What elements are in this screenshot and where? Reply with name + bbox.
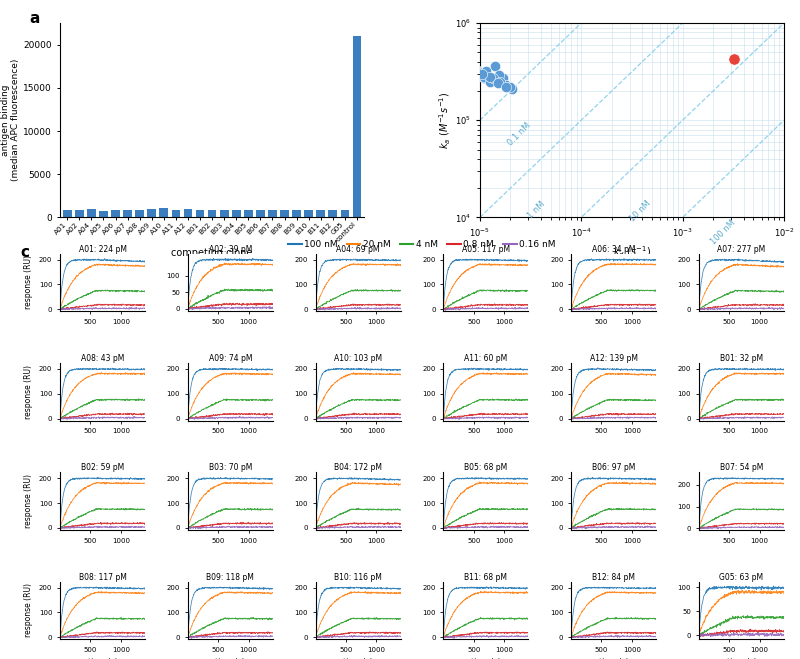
Bar bbox=[111, 210, 120, 217]
Bar bbox=[268, 210, 277, 217]
Point bbox=[478, 72, 490, 82]
Point bbox=[478, 73, 490, 84]
Title: A10: 103 pM: A10: 103 pM bbox=[334, 354, 382, 363]
Text: 0.1 nM: 0.1 nM bbox=[506, 121, 532, 148]
Point bbox=[491, 78, 504, 88]
Bar bbox=[316, 210, 325, 217]
Point bbox=[470, 65, 482, 75]
Bar bbox=[135, 210, 144, 217]
Bar bbox=[341, 210, 350, 217]
Point bbox=[475, 69, 488, 79]
Bar bbox=[304, 210, 313, 217]
Title: A12: 139 pM: A12: 139 pM bbox=[590, 354, 638, 363]
Bar bbox=[123, 210, 132, 217]
Title: A02: 39 pM: A02: 39 pM bbox=[209, 244, 252, 254]
Title: A11: 60 pM: A11: 60 pM bbox=[464, 354, 507, 363]
Bar bbox=[196, 210, 204, 217]
Point bbox=[493, 70, 506, 80]
Title: B11: 68 pM: B11: 68 pM bbox=[464, 573, 507, 582]
Bar bbox=[63, 210, 71, 217]
Title: B03: 70 pM: B03: 70 pM bbox=[209, 463, 252, 473]
Text: 1 nM: 1 nM bbox=[526, 200, 546, 220]
X-axis label: competing clone: competing clone bbox=[171, 248, 253, 258]
Point bbox=[727, 53, 740, 64]
Text: a: a bbox=[30, 11, 40, 26]
Point bbox=[499, 80, 512, 90]
Title: B08: 117 pM: B08: 117 pM bbox=[78, 573, 126, 582]
Point bbox=[486, 73, 499, 84]
Text: c: c bbox=[20, 245, 29, 260]
Point bbox=[466, 67, 479, 78]
Point bbox=[479, 66, 492, 76]
Bar bbox=[208, 210, 217, 217]
Bar bbox=[171, 210, 180, 217]
Point bbox=[488, 61, 501, 71]
Point bbox=[483, 76, 496, 87]
Point bbox=[499, 82, 512, 92]
Title: A05: 117 pM: A05: 117 pM bbox=[462, 244, 510, 254]
Title: A09: 74 pM: A09: 74 pM bbox=[209, 354, 252, 363]
Bar bbox=[329, 210, 337, 217]
Y-axis label: response (RU): response (RU) bbox=[24, 256, 34, 310]
Legend: 100 nM, 20 nM, 4 nM, 0.8 nM, 0.16 nM: 100 nM, 20 nM, 4 nM, 0.8 nM, 0.16 nM bbox=[284, 237, 560, 252]
Title: B04: 172 pM: B04: 172 pM bbox=[334, 463, 382, 473]
Bar bbox=[147, 210, 156, 217]
Title: G05: 63 pM: G05: 63 pM bbox=[719, 573, 763, 582]
Bar bbox=[353, 36, 362, 217]
Title: A08: 43 pM: A08: 43 pM bbox=[81, 354, 124, 363]
Title: B06: 97 pM: B06: 97 pM bbox=[592, 463, 635, 473]
Point bbox=[471, 67, 484, 78]
Text: 100 nM: 100 nM bbox=[709, 218, 738, 246]
Bar bbox=[159, 208, 168, 217]
Point bbox=[462, 65, 475, 75]
Point bbox=[506, 84, 519, 94]
X-axis label: $k_d\ (s^{-1})$: $k_d\ (s^{-1})$ bbox=[613, 244, 651, 260]
Point bbox=[468, 69, 481, 79]
Point bbox=[497, 73, 510, 84]
Title: A01: 224 pM: A01: 224 pM bbox=[78, 244, 126, 254]
Bar bbox=[184, 210, 192, 217]
Y-axis label: response (RU): response (RU) bbox=[24, 474, 34, 528]
Title: B10: 116 pM: B10: 116 pM bbox=[334, 573, 382, 582]
Bar bbox=[220, 210, 229, 217]
Bar bbox=[280, 210, 289, 217]
Point bbox=[483, 72, 496, 82]
Title: B02: 59 pM: B02: 59 pM bbox=[81, 463, 124, 473]
Y-axis label: antigen binding
(median APC fluorescence): antigen binding (median APC fluorescence… bbox=[1, 59, 20, 181]
Point bbox=[466, 70, 479, 80]
Y-axis label: response (RU): response (RU) bbox=[24, 583, 34, 637]
Bar bbox=[232, 210, 241, 217]
Point bbox=[471, 66, 484, 76]
Bar bbox=[87, 210, 96, 217]
Text: 10 nM: 10 nM bbox=[628, 198, 653, 223]
Bar bbox=[292, 210, 301, 217]
Y-axis label: $k_a\ (M^{-1}s^{-1})$: $k_a\ (M^{-1}s^{-1})$ bbox=[438, 92, 454, 149]
Title: B05: 68 pM: B05: 68 pM bbox=[464, 463, 507, 473]
Bar bbox=[244, 210, 253, 217]
Title: B01: 32 pM: B01: 32 pM bbox=[720, 354, 763, 363]
Y-axis label: response (RU): response (RU) bbox=[24, 365, 34, 419]
Title: A07: 277 pM: A07: 277 pM bbox=[718, 244, 766, 254]
Title: B12: 84 pM: B12: 84 pM bbox=[592, 573, 635, 582]
Bar bbox=[99, 211, 108, 217]
Point bbox=[504, 82, 517, 92]
Point bbox=[494, 76, 507, 87]
Title: A06: 34 pM: A06: 34 pM bbox=[592, 244, 635, 254]
Point bbox=[465, 96, 478, 107]
Title: A04: 69 pM: A04: 69 pM bbox=[336, 244, 380, 254]
Bar bbox=[256, 210, 265, 217]
Title: B09: 118 pM: B09: 118 pM bbox=[206, 573, 254, 582]
Title: B07: 54 pM: B07: 54 pM bbox=[720, 463, 763, 473]
Bar bbox=[75, 210, 84, 217]
